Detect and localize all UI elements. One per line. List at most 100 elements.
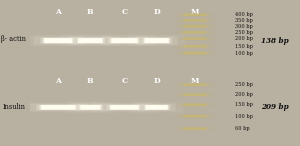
FancyBboxPatch shape [183,14,206,16]
FancyBboxPatch shape [36,104,80,110]
Text: 138 bp: 138 bp [261,37,289,45]
FancyBboxPatch shape [175,127,215,131]
Text: A: A [55,77,61,85]
FancyBboxPatch shape [183,38,206,40]
FancyBboxPatch shape [175,93,215,97]
FancyBboxPatch shape [40,37,76,44]
FancyBboxPatch shape [62,35,119,46]
Text: A: A [55,8,61,16]
FancyBboxPatch shape [180,37,210,40]
Text: 150 bp: 150 bp [235,44,253,49]
FancyBboxPatch shape [145,105,169,110]
FancyBboxPatch shape [77,104,103,110]
FancyBboxPatch shape [108,37,141,44]
FancyBboxPatch shape [175,24,215,28]
FancyBboxPatch shape [180,13,210,16]
FancyBboxPatch shape [180,127,210,130]
Text: C: C [122,77,128,85]
FancyBboxPatch shape [183,25,206,27]
Text: 300 bp: 300 bp [235,24,253,29]
FancyBboxPatch shape [110,105,139,110]
FancyBboxPatch shape [183,84,206,86]
FancyBboxPatch shape [180,45,210,48]
FancyBboxPatch shape [75,37,106,44]
FancyBboxPatch shape [28,103,88,111]
FancyBboxPatch shape [180,93,210,96]
FancyBboxPatch shape [183,19,206,22]
FancyBboxPatch shape [183,115,206,117]
FancyBboxPatch shape [34,36,83,45]
FancyBboxPatch shape [69,36,111,45]
FancyBboxPatch shape [175,83,215,87]
FancyBboxPatch shape [183,52,206,54]
FancyBboxPatch shape [142,104,171,110]
FancyBboxPatch shape [180,103,210,106]
FancyBboxPatch shape [175,37,215,41]
FancyBboxPatch shape [109,105,140,110]
Text: 100 bp: 100 bp [235,114,253,119]
FancyBboxPatch shape [180,19,210,22]
Text: 200 bp: 200 bp [235,36,253,41]
Text: 250 bp: 250 bp [235,30,253,35]
FancyBboxPatch shape [183,31,206,34]
FancyBboxPatch shape [91,102,158,113]
Text: M: M [190,8,199,16]
FancyBboxPatch shape [145,38,169,43]
FancyBboxPatch shape [180,31,210,34]
FancyBboxPatch shape [78,38,102,43]
Text: C: C [122,8,128,16]
Text: 209 bp: 209 bp [261,103,289,111]
FancyBboxPatch shape [102,36,147,45]
FancyBboxPatch shape [77,38,104,43]
FancyBboxPatch shape [128,35,185,46]
FancyBboxPatch shape [180,83,210,86]
Text: D: D [153,8,160,16]
FancyBboxPatch shape [175,103,215,107]
FancyBboxPatch shape [130,102,183,113]
FancyBboxPatch shape [175,114,215,118]
FancyBboxPatch shape [39,105,77,110]
Text: 200 bp: 200 bp [235,92,253,97]
FancyBboxPatch shape [175,13,215,17]
FancyBboxPatch shape [137,103,176,111]
FancyBboxPatch shape [180,52,210,55]
FancyBboxPatch shape [73,103,108,111]
Text: B: B [87,77,94,85]
Text: β- actin: β- actin [1,35,26,43]
FancyBboxPatch shape [93,35,156,46]
FancyBboxPatch shape [183,104,206,106]
Text: Insulin: Insulin [3,103,26,111]
Text: D: D [153,77,160,85]
FancyBboxPatch shape [183,45,206,47]
FancyBboxPatch shape [110,38,139,43]
Text: 100 bp: 100 bp [235,51,253,56]
FancyBboxPatch shape [67,102,114,113]
FancyBboxPatch shape [183,94,206,96]
FancyBboxPatch shape [136,36,178,45]
FancyBboxPatch shape [141,37,172,44]
Text: 350 bp: 350 bp [235,18,253,23]
FancyBboxPatch shape [79,105,101,110]
FancyBboxPatch shape [44,38,72,43]
FancyBboxPatch shape [106,104,142,110]
FancyBboxPatch shape [80,105,100,110]
Text: M: M [190,77,199,85]
FancyBboxPatch shape [175,44,215,48]
FancyBboxPatch shape [180,25,210,28]
Text: 150 bp: 150 bp [235,102,253,107]
FancyBboxPatch shape [111,38,137,43]
FancyBboxPatch shape [17,102,99,113]
FancyBboxPatch shape [146,105,168,110]
FancyBboxPatch shape [175,51,215,55]
FancyBboxPatch shape [100,103,149,111]
FancyBboxPatch shape [175,18,215,23]
FancyBboxPatch shape [41,105,75,110]
FancyBboxPatch shape [180,115,210,118]
FancyBboxPatch shape [143,38,170,43]
Text: 250 bp: 250 bp [235,82,253,87]
FancyBboxPatch shape [175,30,215,34]
FancyBboxPatch shape [25,35,92,46]
FancyBboxPatch shape [183,127,206,130]
Text: 400 bp: 400 bp [235,12,253,17]
Text: B: B [87,8,94,16]
